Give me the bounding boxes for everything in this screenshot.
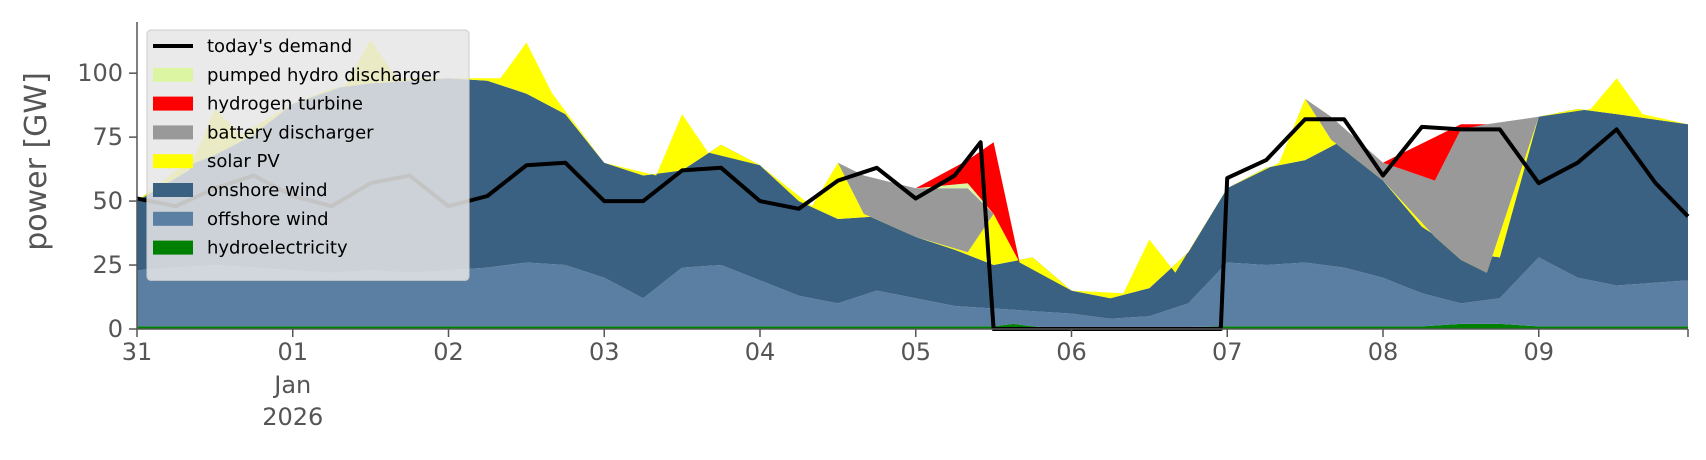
- y-tick-label: 0: [108, 315, 123, 343]
- legend-label-solar-pv: solar PV: [207, 151, 280, 172]
- x-tick-label: 01: [277, 338, 308, 366]
- legend-swatch-solar-pv: [153, 154, 193, 169]
- x-tick-label: 05: [900, 338, 931, 366]
- x-tick-sublabel: Jan: [272, 371, 311, 399]
- y-tick-label: 50: [92, 187, 123, 215]
- x-tick-label: 03: [589, 338, 620, 366]
- legend: today's demand pumped hydro discharger hyd…: [146, 29, 470, 281]
- legend-swatch-hydroelectricity: [153, 240, 193, 255]
- legend-label-battery-discharger: battery discharger: [207, 122, 374, 143]
- area-hydroelectricity: [137, 323, 1688, 329]
- x-tick-sublabel: 2026: [262, 403, 323, 431]
- legend-label-offshore-wind: offshore wind: [207, 209, 329, 230]
- legend-swatch-battery-discharger: [153, 125, 193, 140]
- legend-box: [146, 29, 470, 281]
- x-tick-label: 04: [745, 338, 776, 366]
- x-tick-label: 02: [433, 338, 464, 366]
- axes: 0 25 50 75 100 31 01 Jan 2026 02 03 04 05 06 07 08 09: [77, 22, 1689, 431]
- legend-label-onshore-wind: onshore wind: [207, 180, 328, 201]
- legend-label-hydroelectricity: hydroelectricity: [207, 238, 348, 259]
- legend-label-today-s-demand: today's demand: [207, 36, 352, 57]
- x-tick-label: 09: [1523, 338, 1554, 366]
- y-tick-label: 25: [92, 251, 123, 279]
- legend-swatch-onshore-wind: [153, 183, 193, 197]
- legend-label-pumped-hydro-discharger: pumped hydro discharger: [207, 65, 440, 86]
- y-axis-label: power [GW]: [19, 72, 54, 251]
- area-onshore-wind: [137, 78, 1688, 319]
- legend-swatch-offshore-wind: [153, 211, 193, 226]
- x-tick-label: 07: [1212, 338, 1243, 366]
- x-tick-label: 31: [122, 338, 153, 366]
- y-tick-label: 75: [92, 123, 123, 151]
- y-tick-label: 100: [77, 59, 123, 87]
- legend-swatch-pumped-hydro-discharger: [153, 67, 193, 82]
- x-tick-label: 06: [1056, 338, 1087, 366]
- legend-label-hydrogen-turbine: hydrogen turbine: [207, 94, 363, 115]
- area-offshore-wind: [137, 257, 1688, 329]
- x-tick-label: 08: [1368, 338, 1399, 366]
- legend-swatch-hydrogen-turbine: [153, 96, 193, 111]
